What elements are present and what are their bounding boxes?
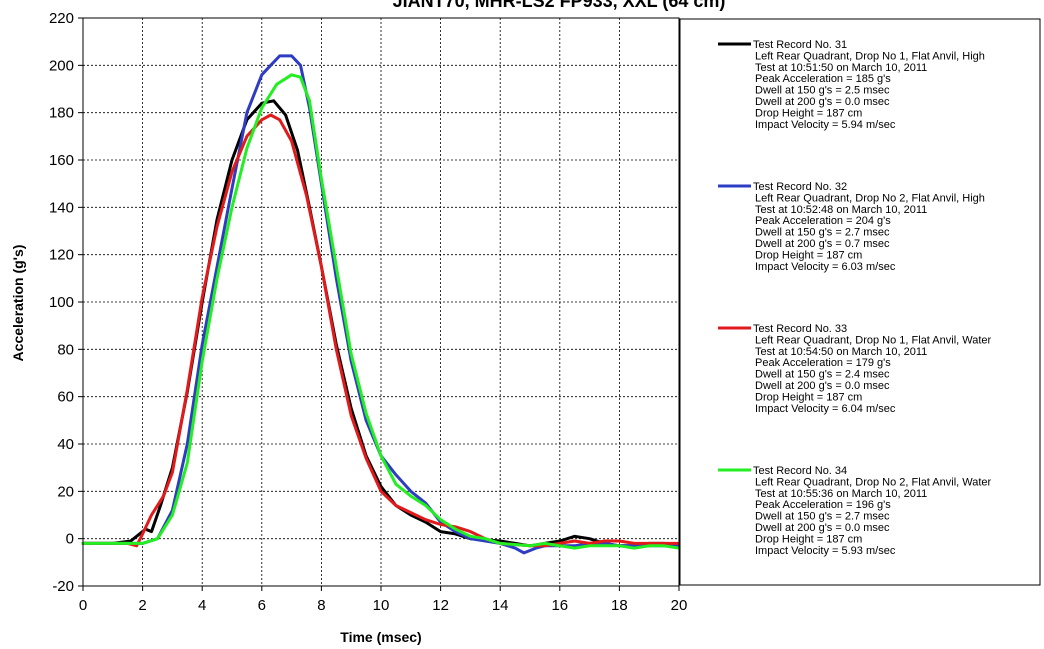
y-tick-label: 40 bbox=[57, 436, 74, 453]
y-tick-label: 120 bbox=[49, 247, 74, 264]
x-axis-title: Time (msec) bbox=[340, 629, 421, 645]
axes bbox=[78, 17, 680, 591]
y-tick-label: 20 bbox=[57, 483, 74, 500]
legend-box bbox=[679, 18, 1041, 586]
series-line-3 bbox=[81, 113, 681, 548]
legend-entry-text: Peak Acceleration = 196 g's bbox=[755, 499, 891, 511]
legend-entry-text: Impact Velocity = 5.93 m/sec bbox=[755, 545, 896, 557]
y-axis-title: Acceleration (g's) bbox=[10, 245, 26, 362]
legend-entry-text: Left Rear Quadrant, Drop No 1, Flat Anvi… bbox=[755, 50, 985, 62]
x-tick-label: 20 bbox=[671, 597, 688, 614]
legend-entry-text: Left Rear Quadrant, Drop No 1, Flat Anvi… bbox=[755, 334, 992, 346]
legend-entry-text: Left Rear Quadrant, Drop No 2, Flat Anvi… bbox=[755, 476, 992, 488]
legend-entry-text: Test Record No. 32 bbox=[753, 181, 847, 193]
legend-entry-text: Dwell at 150 g's = 2.7 msec bbox=[755, 511, 890, 523]
legend-entry-text: Dwell at 150 g's = 2.5 msec bbox=[755, 85, 890, 97]
legend-entry-text: Test Record No. 31 bbox=[753, 39, 847, 51]
y-tick-label: 140 bbox=[49, 199, 74, 216]
chart-title: JIANT70, MHR-LS2 FP933, XXL (64 cm) bbox=[393, 0, 726, 11]
y-tick-label: 180 bbox=[49, 105, 74, 122]
x-tick-label: 14 bbox=[492, 597, 509, 614]
series-line-4 bbox=[81, 73, 681, 550]
legend-entry-text: Drop Height = 187 cm bbox=[755, 533, 862, 545]
legend-entry-text: Peak Acceleration = 185 g's bbox=[755, 73, 891, 85]
x-tick-label: 16 bbox=[551, 597, 568, 614]
legend-entry-text: Dwell at 200 g's = 0.0 msec bbox=[755, 96, 890, 108]
legend-entry-text: Drop Height = 187 cm bbox=[755, 391, 862, 403]
legend-entry-text: Test at 10:51:50 on March 10, 2011 bbox=[755, 62, 927, 74]
x-tick-label: 18 bbox=[611, 597, 628, 614]
x-tick-label: 8 bbox=[317, 597, 325, 614]
x-tick-label: 12 bbox=[432, 597, 449, 614]
grid-lines bbox=[83, 18, 679, 586]
legend-entry-text: Test Record No. 33 bbox=[753, 323, 847, 335]
tick-labels: 0 2 4 6 8 10 12 14 16 18 20 -20 0 20 40 60 80 100 120 140 16… bbox=[49, 10, 687, 614]
legend-entry-text: Dwell at 150 g's = 2.7 msec bbox=[755, 227, 890, 239]
y-tick-label: 100 bbox=[49, 294, 74, 311]
legend-entry-text: Test at 10:52:48 on March 10, 2011 bbox=[755, 204, 927, 216]
legend-entry-text: Test at 10:54:50 on March 10, 2011 bbox=[755, 346, 927, 358]
legend-entry-text: Impact Velocity = 6.04 m/sec bbox=[755, 403, 896, 415]
legend-entry-text: Dwell at 200 g's = 0.0 msec bbox=[755, 522, 890, 534]
x-tick-label: 10 bbox=[373, 597, 390, 614]
legend-entry-text: Dwell at 200 g's = 0.0 msec bbox=[755, 380, 890, 392]
y-tick-label: 60 bbox=[57, 389, 74, 406]
legend-entry-text: Drop Height = 187 cm bbox=[755, 107, 862, 119]
y-tick-label: 160 bbox=[49, 152, 74, 169]
x-tick-label: 4 bbox=[198, 597, 206, 614]
y-tick-label: 220 bbox=[49, 10, 74, 27]
legend-entry-text: Test at 10:55:36 on March 10, 2011 bbox=[755, 488, 927, 500]
legend-entry-text: Dwell at 200 g's = 0.7 msec bbox=[755, 238, 890, 250]
legend-entry-text: Peak Acceleration = 204 g's bbox=[755, 215, 891, 227]
y-tick-label: 0 bbox=[66, 531, 74, 548]
y-tick-label: -20 bbox=[52, 578, 74, 595]
legend-entry-text: Test Record No. 34 bbox=[753, 465, 847, 477]
legend-entry-text: Impact Velocity = 6.03 m/sec bbox=[755, 261, 896, 273]
x-tick-label: 0 bbox=[79, 597, 87, 614]
x-tick-label: 2 bbox=[138, 597, 146, 614]
legend-entry-text: Impact Velocity = 5.94 m/sec bbox=[755, 119, 896, 131]
y-tick-label: 80 bbox=[57, 341, 74, 358]
legend-entry-text: Dwell at 150 g's = 2.4 msec bbox=[755, 369, 890, 381]
y-tick-label: 200 bbox=[49, 57, 74, 74]
legend-entry-text: Drop Height = 187 cm bbox=[755, 249, 862, 261]
series-lines bbox=[81, 54, 681, 555]
legend-entry-text: Peak Acceleration = 179 g's bbox=[755, 357, 891, 369]
legend-entry-text: Left Rear Quadrant, Drop No 2, Flat Anvi… bbox=[755, 192, 985, 204]
x-tick-label: 6 bbox=[258, 597, 266, 614]
